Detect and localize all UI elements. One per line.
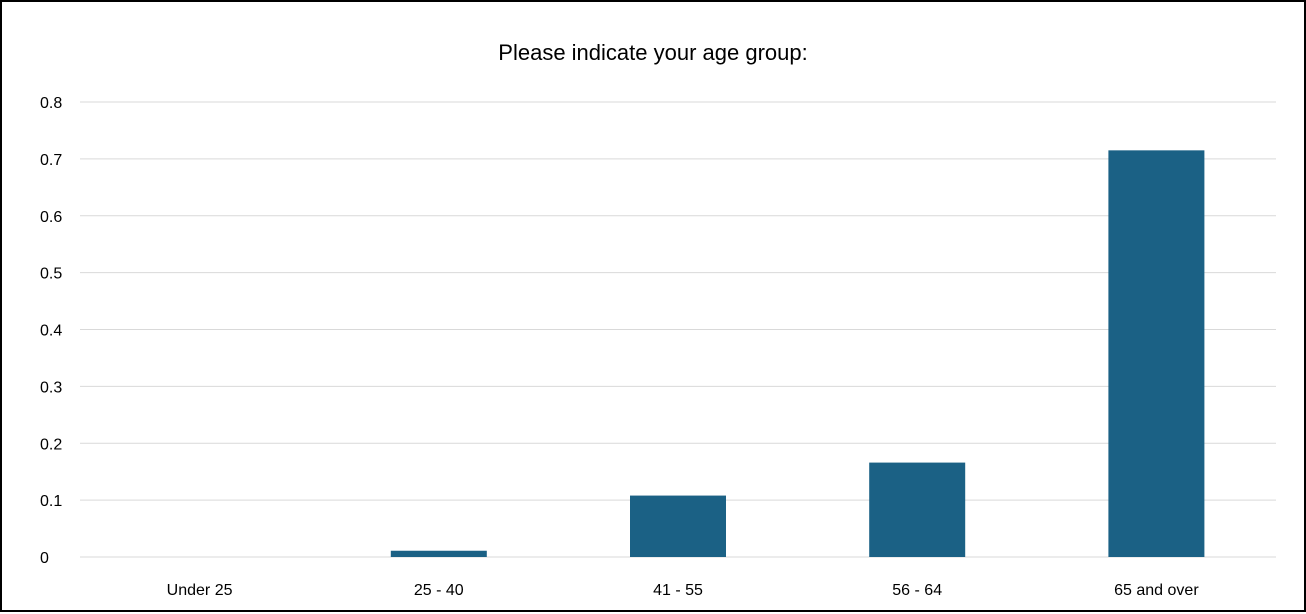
bar-41-55 — [630, 495, 726, 557]
x-category-label: 56 - 64 — [892, 582, 942, 599]
x-category-label: 41 - 55 — [653, 582, 703, 599]
y-tick-label: 0.8 — [40, 95, 62, 112]
chart-title: Please indicate your age group: — [498, 40, 808, 65]
bar-25-40 — [390, 550, 487, 557]
y-tick-label: 0 — [40, 550, 49, 567]
y-tick-label: 0.3 — [40, 379, 62, 396]
x-category-label: 25 - 40 — [414, 582, 464, 599]
y-tick-label: 0.4 — [40, 323, 62, 340]
y-tick-label: 0.2 — [40, 436, 62, 453]
y-tick-label: 0.7 — [40, 152, 62, 169]
bar-65-and-over — [1108, 150, 1205, 557]
bar-56-64 — [869, 462, 966, 557]
y-tick-label: 0.6 — [40, 209, 62, 226]
y-tick-label: 0.5 — [40, 266, 62, 283]
x-category-label: 65 and over — [1114, 582, 1199, 599]
x-category-label: Under 25 — [167, 582, 233, 599]
y-tick-label: 0.1 — [40, 493, 62, 510]
